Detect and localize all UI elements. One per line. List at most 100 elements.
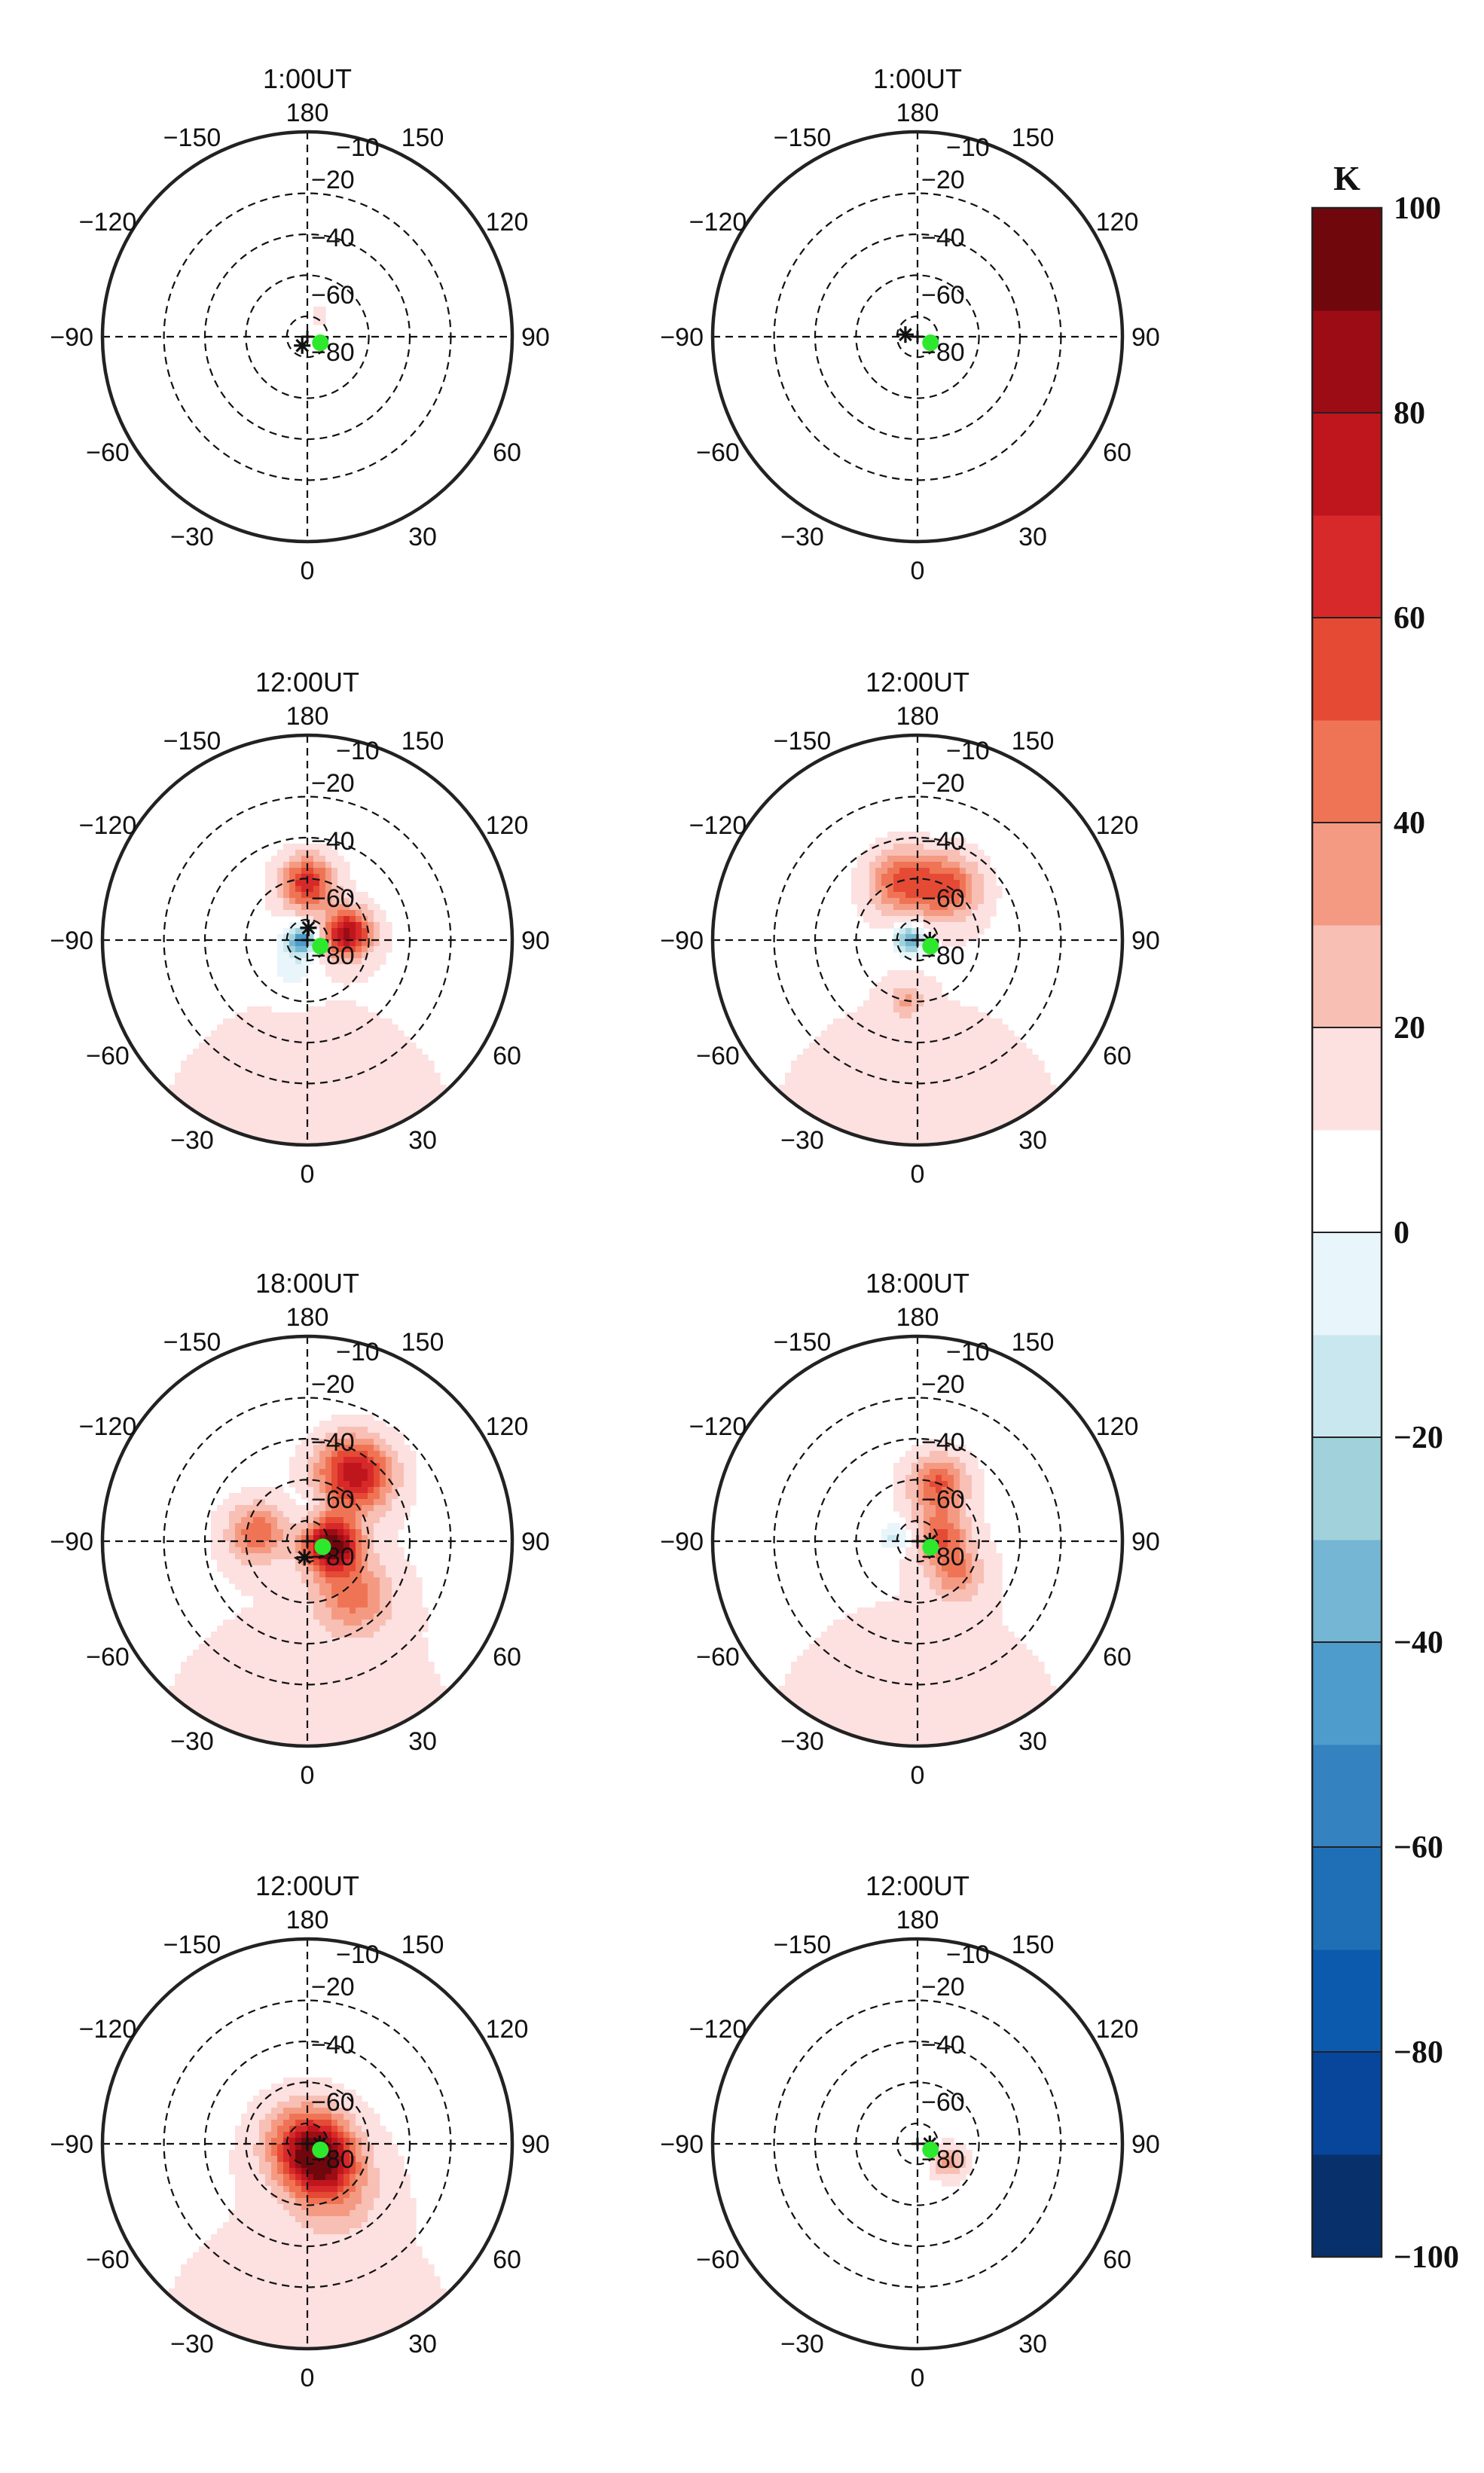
anomaly-field	[779, 832, 1057, 1145]
field-cell	[350, 970, 356, 977]
field-cell	[899, 892, 906, 899]
field-cell	[289, 1710, 296, 1717]
field-cell	[289, 1511, 296, 1518]
field-cell	[331, 1662, 338, 1669]
field-cell	[331, 1121, 338, 1128]
field-cell	[295, 1740, 302, 1746]
field-cell	[368, 1043, 374, 1049]
field-cell	[368, 1601, 374, 1608]
field-cell	[187, 1686, 194, 1693]
field-cell	[289, 1061, 296, 1067]
field-cell	[392, 1650, 398, 1656]
field-cell	[313, 1463, 320, 1470]
field-cell	[283, 1710, 290, 1717]
field-cell	[960, 1589, 966, 1596]
field-cell	[936, 934, 942, 941]
field-cell	[337, 1133, 344, 1140]
field-cell	[380, 1433, 386, 1440]
field-cell	[295, 1523, 302, 1530]
field-cell	[301, 1589, 308, 1596]
field-cell	[235, 1692, 242, 1699]
field-cell	[422, 1698, 429, 1705]
field-cell	[211, 1632, 218, 1638]
field-cell	[954, 1091, 960, 1098]
field-cell	[905, 892, 912, 899]
field-cell	[966, 1463, 973, 1470]
field-cell	[247, 1638, 254, 1644]
field-cell	[307, 1487, 314, 1494]
field-cell	[301, 1535, 308, 1542]
field-cell	[990, 1073, 997, 1079]
field-cell	[881, 1055, 888, 1061]
field-cell	[857, 1073, 864, 1079]
field-cell	[301, 1565, 308, 1572]
field-cell	[217, 1085, 224, 1091]
angular-tick-label: 0	[301, 1761, 315, 1790]
field-cell	[398, 1109, 405, 1116]
field-cell	[869, 916, 876, 923]
field-cell	[319, 1133, 326, 1140]
field-cell	[905, 1049, 912, 1055]
field-cell	[265, 1037, 272, 1043]
field-cell	[954, 1589, 960, 1596]
field-cell	[936, 1037, 942, 1043]
field-cell	[911, 1451, 918, 1458]
field-cell	[410, 1686, 417, 1693]
field-cell	[905, 1632, 912, 1638]
field-cell	[948, 1620, 954, 1626]
field-cell	[1020, 1103, 1027, 1110]
field-cell	[301, 958, 308, 965]
field-cell	[362, 1529, 368, 1536]
field-cell	[893, 904, 900, 911]
field-cell	[350, 910, 356, 917]
field-cell	[368, 1565, 374, 1572]
field-cell	[918, 1656, 924, 1662]
field-cell	[277, 1511, 284, 1518]
field-cell	[899, 1043, 906, 1049]
field-cell	[905, 1018, 912, 1025]
field-cell	[313, 1139, 320, 1145]
field-cell	[881, 1012, 888, 1019]
field-cell	[337, 904, 344, 911]
field-cell	[905, 1109, 912, 1116]
field-cell	[362, 1121, 368, 1128]
field-cell	[271, 1493, 278, 1500]
field-cell	[295, 1030, 302, 1037]
field-cell	[966, 1018, 973, 1025]
field-cell	[936, 1547, 942, 1554]
field-cell	[392, 1529, 398, 1536]
field-cell	[235, 1710, 242, 1717]
field-cell	[319, 1037, 326, 1043]
field-cell	[887, 868, 894, 875]
field-cell	[307, 946, 314, 953]
field-cell	[954, 880, 960, 887]
field-cell	[356, 1049, 362, 1055]
field-cell	[416, 1626, 423, 1632]
field-cell	[833, 1061, 840, 1067]
field-cell	[1032, 1073, 1039, 1079]
field-cell	[271, 1067, 278, 1073]
field-cell	[930, 1614, 936, 1620]
field-cell	[966, 1553, 973, 1560]
field-cell	[319, 1085, 326, 1091]
field-cell	[331, 1469, 338, 1476]
field-cell	[319, 928, 326, 935]
field-cell	[404, 1686, 411, 1693]
field-cell	[325, 1716, 332, 1723]
field-cell	[827, 1049, 834, 1055]
field-cell	[839, 1018, 846, 1025]
field-cell	[289, 976, 296, 983]
field-cell	[337, 1018, 344, 1025]
field-cell	[960, 886, 966, 893]
field-cell	[398, 1559, 405, 1566]
field-cell	[235, 1650, 242, 1656]
field-cell	[996, 1043, 1003, 1049]
field-cell	[374, 1109, 380, 1116]
field-cell	[350, 1133, 356, 1140]
field-cell	[307, 1133, 314, 1140]
field-cell	[966, 1559, 973, 1566]
field-cell	[337, 1728, 344, 1735]
field-cell	[954, 1638, 960, 1644]
field-cell	[337, 1571, 344, 1578]
field-cell	[398, 1091, 405, 1098]
